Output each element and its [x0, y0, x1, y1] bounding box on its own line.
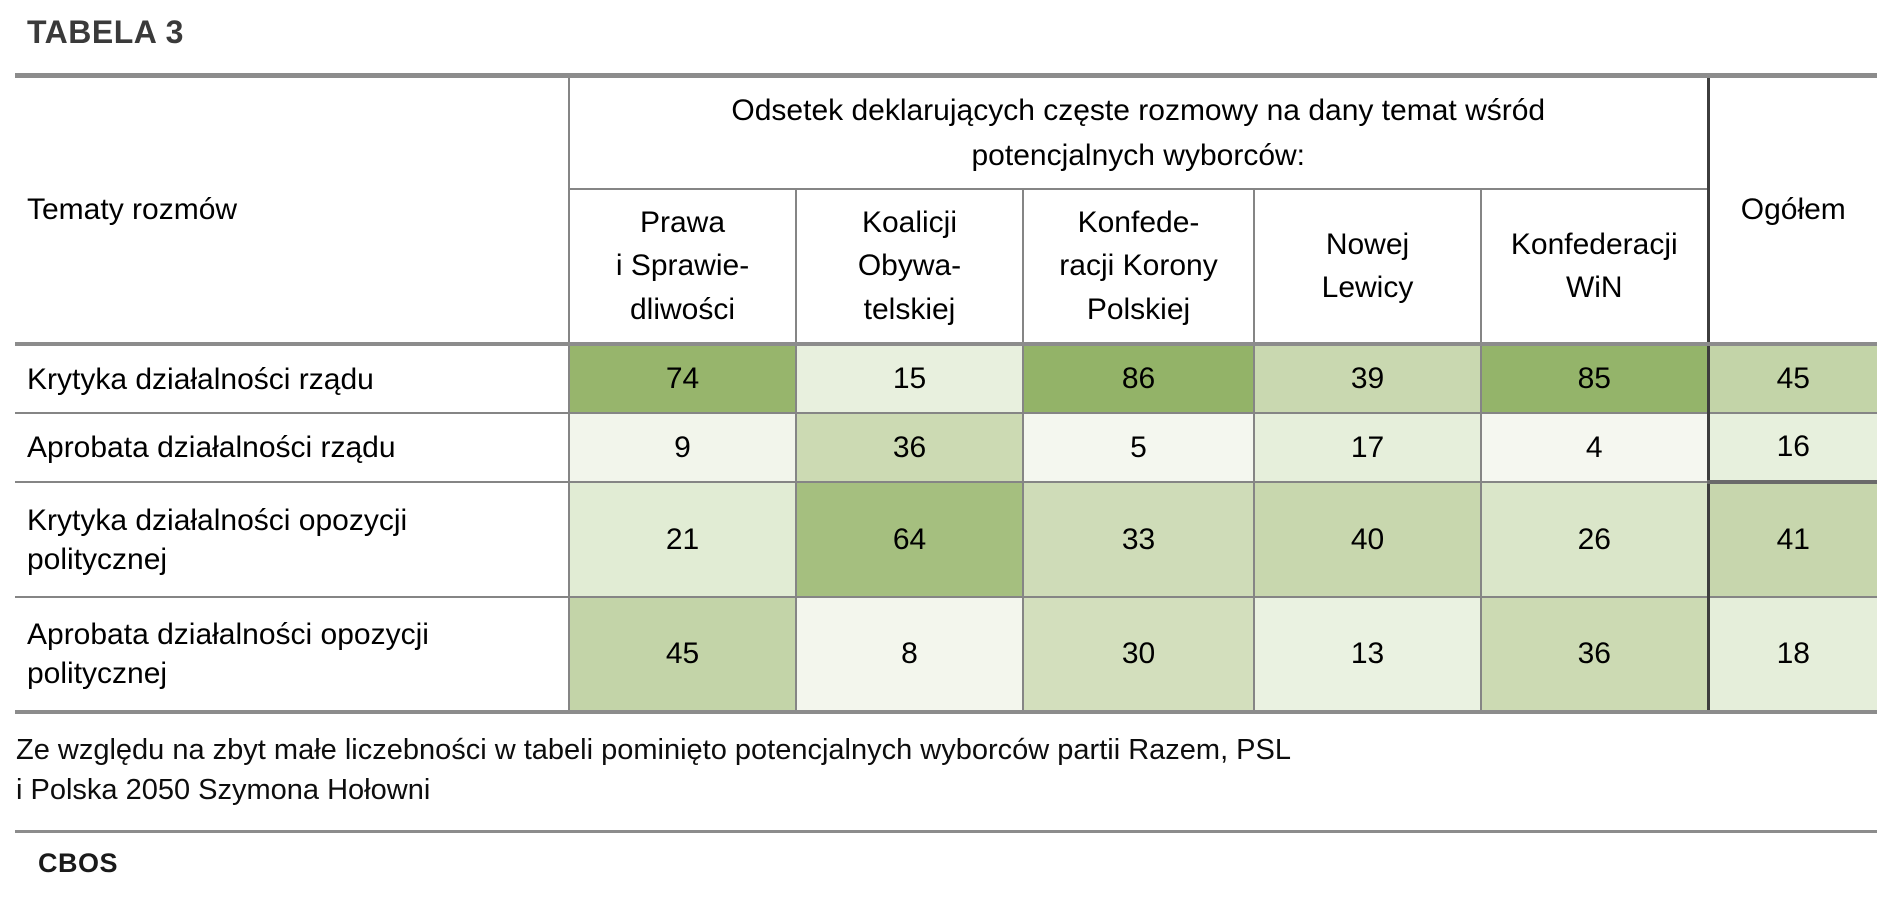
value-cell: 64: [795, 481, 1023, 597]
header-row-group: Tematy rozmów Odsetek deklarujących częs…: [15, 75, 1878, 344]
value-cell: 74: [568, 342, 796, 413]
header-row-parties: Prawa i Sprawie- dliwości Koalicji Obywa…: [15, 188, 1877, 344]
table-row: Krytyka działalności rządu 74 15 86 39 8…: [15, 342, 1878, 413]
value-cell: 15: [795, 342, 1023, 413]
group-header: Odsetek deklarujących częste rozmowy na …: [567, 75, 1709, 189]
total-column-header: Ogółem: [1706, 75, 1878, 344]
footer-separator-line: [15, 830, 1877, 834]
value-cell: 17: [1253, 412, 1481, 482]
total-cell: 18: [1706, 596, 1878, 712]
value-cell: 13: [1253, 596, 1481, 712]
value-cell: 9: [568, 412, 796, 482]
source-label: CBOS: [38, 848, 119, 879]
value-cell: 39: [1253, 342, 1481, 413]
value-cell: 8: [795, 596, 1023, 712]
value-cell: 86: [1022, 342, 1254, 413]
value-cell: 21: [568, 481, 796, 597]
row-header-label: Tematy rozmów: [27, 193, 238, 226]
row-label: Aprobata działalności opozycji polityczn…: [15, 596, 569, 712]
table-row: Krytyka działalności opozycji polityczne…: [15, 480, 1878, 597]
column-header-kwin: Konfederacji WiN: [1479, 188, 1709, 344]
table-title: TABELA 3: [27, 14, 184, 50]
value-cell: 4: [1479, 412, 1709, 482]
value-cell: 33: [1022, 481, 1254, 597]
value-cell: 30: [1022, 596, 1254, 712]
total-cell: 41: [1706, 480, 1878, 597]
value-cell: 5: [1022, 412, 1254, 482]
value-cell: 45: [568, 596, 796, 712]
row-label: Aprobata działalności rządu: [15, 412, 569, 482]
value-cell: 36: [795, 412, 1023, 482]
column-header-kkp: Konfede- racji Korony Polskiej: [1022, 188, 1254, 344]
column-header-ko: Koalicji Obywa- telskiej: [795, 188, 1023, 344]
value-cell: 36: [1479, 596, 1709, 712]
report-page: TABELA 3 Tematy rozmów Odsetek deklarują…: [15, 14, 1878, 879]
row-label: Krytyka działalności opozycji polityczne…: [15, 481, 569, 597]
footnote: Ze względu na zbyt małe liczebności w ta…: [16, 734, 1291, 807]
topics-heatmap-table: Tematy rozmów Odsetek deklarujących częs…: [15, 73, 1878, 714]
total-cell: 45: [1706, 342, 1878, 413]
table-row: Aprobata działalności rządu 9 36 5 17 4 …: [15, 412, 1878, 482]
total-cell: 16: [1706, 412, 1878, 482]
table-row: Aprobata działalności opozycji polityczn…: [15, 596, 1878, 712]
column-header-nl: Nowej Lewicy: [1253, 188, 1481, 344]
value-cell: 40: [1253, 481, 1481, 597]
row-label: Krytyka działalności rządu: [15, 342, 569, 413]
column-header-pis: Prawa i Sprawie- dliwości: [568, 188, 796, 344]
value-cell: 26: [1479, 481, 1709, 597]
value-cell: 85: [1479, 342, 1709, 413]
